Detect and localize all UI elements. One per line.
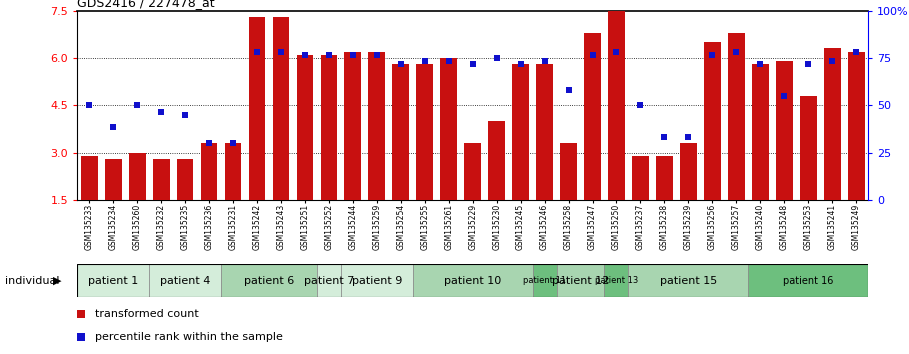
Bar [512, 64, 529, 200]
Bar [775, 61, 793, 200]
Bar [680, 143, 696, 200]
Bar [533, 264, 556, 297]
Bar [176, 159, 194, 200]
Bar [824, 48, 841, 200]
Bar [604, 264, 628, 297]
Bar [129, 153, 145, 200]
Text: patient 4: patient 4 [160, 275, 210, 286]
Text: patient 6: patient 6 [244, 275, 295, 286]
Bar [149, 264, 221, 297]
Bar [225, 143, 242, 200]
Bar [848, 52, 864, 200]
Bar [632, 156, 649, 200]
Bar [416, 64, 433, 200]
Bar [393, 64, 409, 200]
Bar [628, 264, 748, 297]
Bar [153, 159, 169, 200]
Bar [536, 64, 553, 200]
Bar [608, 11, 624, 200]
Text: patient 15: patient 15 [660, 275, 717, 286]
Bar [201, 143, 217, 200]
Bar [560, 143, 577, 200]
Text: patient 1: patient 1 [88, 275, 138, 286]
Bar [656, 156, 673, 200]
Bar [341, 264, 413, 297]
Bar [728, 33, 744, 200]
Bar [800, 96, 816, 200]
Bar [248, 17, 265, 200]
Bar [105, 159, 122, 200]
Text: patient 16: patient 16 [783, 275, 834, 286]
Bar [296, 55, 314, 200]
Bar [748, 264, 868, 297]
Text: transformed count: transformed count [95, 309, 198, 319]
Bar [273, 17, 289, 200]
Text: patient 13: patient 13 [594, 276, 638, 285]
Bar [368, 52, 385, 200]
Bar [221, 264, 317, 297]
Bar [584, 33, 601, 200]
Text: patient 7: patient 7 [304, 275, 355, 286]
Bar [440, 58, 457, 200]
Bar [345, 52, 361, 200]
Text: patient 10: patient 10 [445, 275, 501, 286]
Text: ▶: ▶ [53, 275, 61, 286]
Text: patient 11: patient 11 [523, 276, 566, 285]
Bar [752, 64, 769, 200]
Text: GDS2416 / 227478_at: GDS2416 / 227478_at [77, 0, 215, 10]
Bar [704, 42, 721, 200]
Bar [413, 264, 533, 297]
Bar [464, 143, 481, 200]
Bar [77, 264, 149, 297]
Text: percentile rank within the sample: percentile rank within the sample [95, 332, 283, 342]
Text: patient 12: patient 12 [552, 275, 609, 286]
Bar [321, 55, 337, 200]
Bar [317, 264, 341, 297]
Bar [556, 264, 604, 297]
Text: patient 9: patient 9 [352, 275, 402, 286]
Text: individual: individual [5, 275, 59, 286]
Bar [488, 121, 505, 200]
Bar [81, 156, 97, 200]
